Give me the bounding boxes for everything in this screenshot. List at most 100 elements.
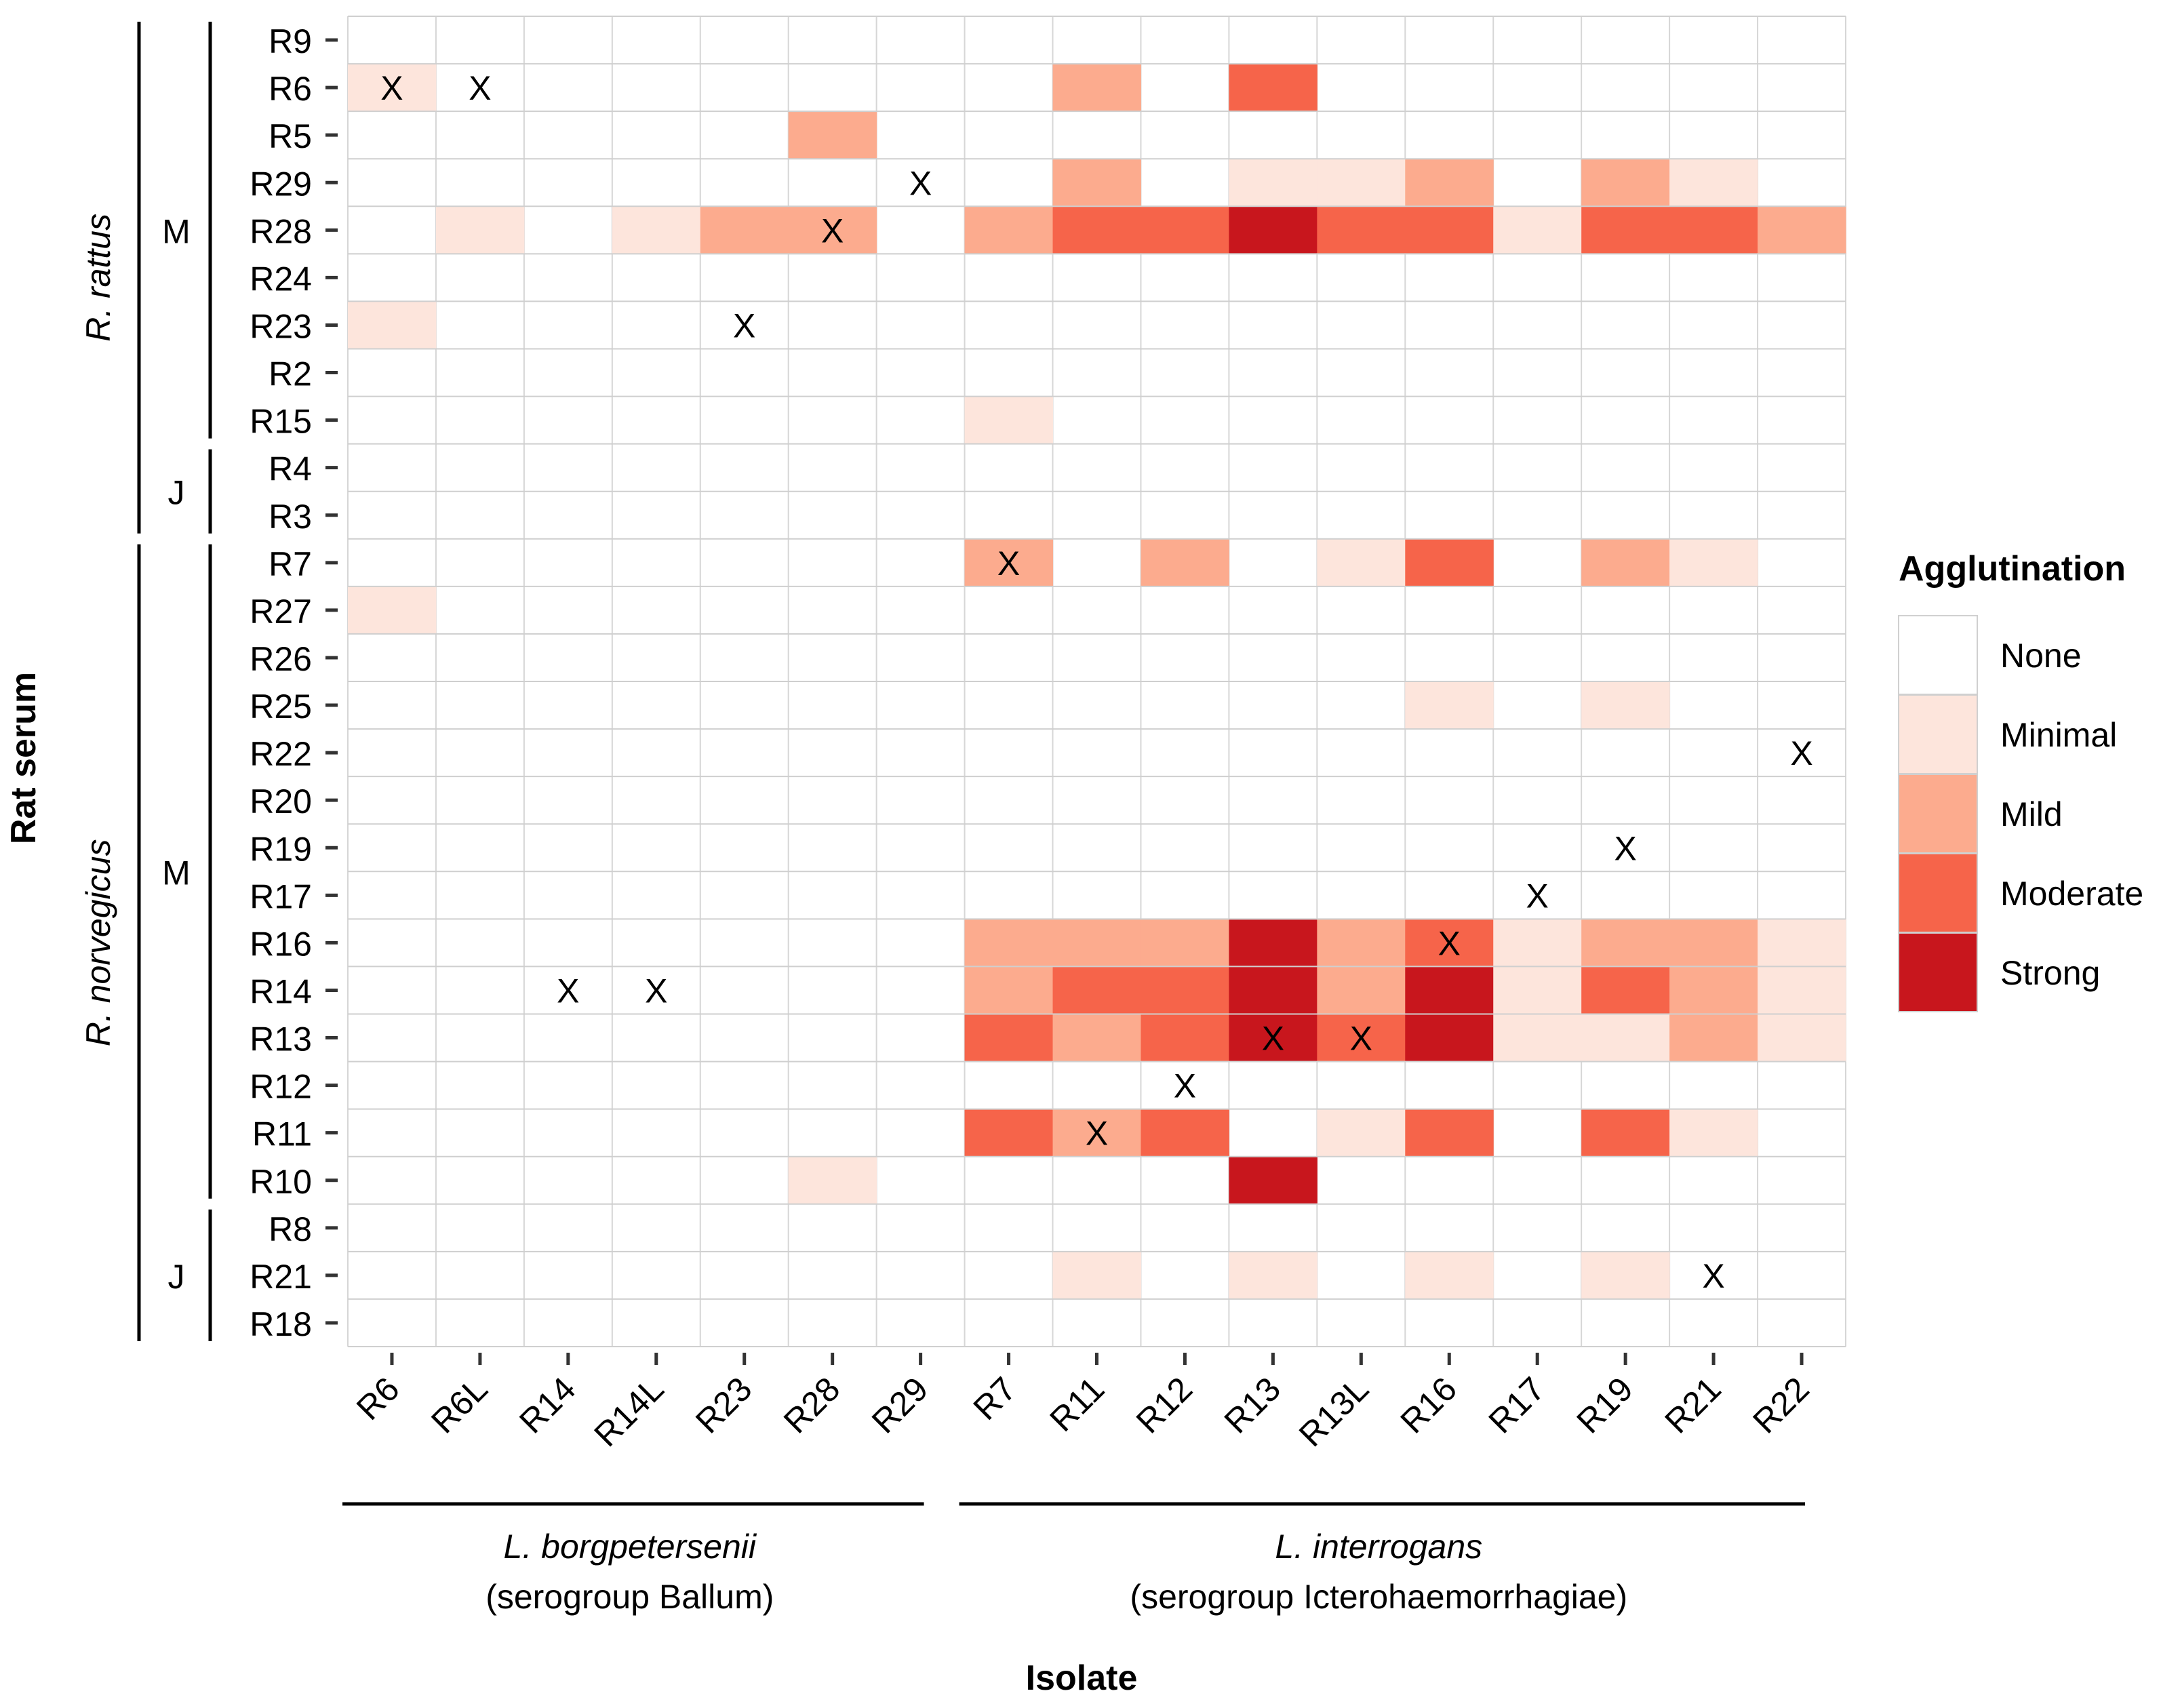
y-tick-label-R11: R11 (252, 1115, 312, 1153)
heatmap-cell-R29-R11 (1052, 159, 1141, 207)
heatmap-cell-R6-R13 (1229, 64, 1317, 112)
heatmap-cell-R28-R28 (788, 206, 877, 254)
marker-x-R6-R6: X (380, 69, 403, 107)
legend-label-minimal: Minimal (2000, 716, 2117, 754)
heatmap-cell-R13-R19 (1581, 1014, 1670, 1062)
heatmap-cell-R14-R19 (1581, 966, 1670, 1014)
heatmap-cell-R28-R19 (1581, 206, 1670, 254)
heatmap-cell-R11-R21 (1669, 1109, 1758, 1157)
y-tick-label-R25: R25 (250, 688, 312, 726)
heatmap-cell-R16-R17 (1493, 919, 1582, 967)
y-tick-label-R22: R22 (250, 735, 312, 773)
heatmap-cell-R11-R7 (964, 1109, 1054, 1157)
marker-x-R29-R29: X (909, 164, 932, 202)
marker-x-R19-R19: X (1614, 829, 1636, 867)
heatmap-cell-R13-R11 (1052, 1014, 1141, 1062)
x-tick-label-R12: R12 (1129, 1370, 1200, 1440)
heatmap-cell-R14-R12 (1141, 966, 1229, 1014)
heatmap-cell-R14-R13 (1229, 966, 1317, 1014)
legend-swatch-moderate (1898, 853, 1978, 933)
y-tick-label-R3: R3 (269, 498, 312, 536)
heatmap-cell-R16-R22 (1758, 919, 1846, 967)
heatmap-cell-R11-R11 (1052, 1109, 1141, 1157)
x-markers-layer: X X X X X X X X X X X X X X X X X (380, 69, 1812, 1295)
heatmap-cell-R28-R7 (964, 206, 1054, 254)
heatmap-cell-R13-R13L (1317, 1014, 1406, 1062)
marker-x-R14-R14L: X (645, 972, 667, 1010)
x-tick-label-R22: R22 (1745, 1370, 1816, 1440)
heatmap-cell-R14-R11 (1052, 966, 1141, 1014)
heatmap-cell-R25-R19 (1581, 681, 1670, 730)
marker-x-R17-R17: X (1526, 877, 1549, 915)
legend-swatch-strong (1898, 932, 1978, 1012)
y-tick-label-R21: R21 (250, 1258, 312, 1296)
heatmap-cell-R28-R11 (1052, 206, 1141, 254)
y-tick-label-R6: R6 (269, 70, 312, 108)
isolate-group-serogroup-1: (serogroup Icterohaemorrhagiae) (1130, 1578, 1627, 1616)
cells-layer (348, 64, 1846, 1300)
y-tick-label-R24: R24 (250, 260, 312, 298)
age-label-0-0: M (162, 212, 191, 250)
heatmap-cell-R6-R6 (348, 64, 437, 112)
heatmap-cell-R28-R17 (1493, 206, 1582, 254)
heatmap-cell-R11-R19 (1581, 1109, 1670, 1157)
heatmap-cell-R14-R13L (1317, 966, 1406, 1014)
y-tick-label-R26: R26 (250, 640, 312, 678)
heatmap-cell-R21-R16 (1405, 1251, 1494, 1300)
x-tick-label-R29: R29 (865, 1370, 935, 1440)
marker-x-R22-R22: X (1790, 734, 1812, 772)
heatmap-cell-R28-R21 (1669, 206, 1758, 254)
y-groups-layer: R. rattus M J R. norvegicus M J (79, 22, 212, 1341)
heatmap-cell-R11-R16 (1405, 1109, 1494, 1157)
legend-label-none: None (2000, 637, 2082, 675)
marker-x-R12-R12: X (1174, 1067, 1196, 1105)
y-tick-label-R29: R29 (250, 165, 312, 203)
x-tick-label-R14: R14 (512, 1370, 582, 1440)
heatmap-cell-R6-R11 (1052, 64, 1141, 112)
x-tick-label-R14L: R14L (587, 1370, 671, 1454)
heatmap-cell-R10-R13 (1229, 1156, 1317, 1205)
y-tick-label-R7: R7 (269, 545, 312, 583)
isolate-group-species-1: L. interrogans (1275, 1528, 1482, 1566)
x-tick-label-R17: R17 (1482, 1370, 1552, 1440)
y-tick-label-R19: R19 (250, 830, 312, 868)
y-tick-label-R5: R5 (269, 117, 312, 155)
y-tick-label-R8: R8 (269, 1210, 312, 1248)
y-tick-label-R13: R13 (250, 1020, 312, 1058)
legend-label-moderate: Moderate (2000, 875, 2143, 913)
marker-x-R7-R7: X (997, 544, 1020, 582)
heatmap-cell-R13-R16 (1405, 1014, 1494, 1062)
heatmap-cell-R11-R13L (1317, 1109, 1406, 1157)
heatmap-cell-R7-R13L (1317, 538, 1406, 587)
marker-x-R11-R11: X (1086, 1115, 1108, 1153)
heatmap-cell-R16-R16 (1405, 919, 1494, 967)
x-axis-title: Isolate (1026, 1659, 1138, 1698)
heatmap-cell-R29-R13L (1317, 159, 1406, 207)
heatmap-cell-R21-R19 (1581, 1251, 1670, 1300)
species-label-0: R. rattus (79, 214, 117, 342)
y-tick-label-R14: R14 (250, 972, 312, 1010)
x-tick-label-R13L: R13L (1292, 1370, 1376, 1454)
heatmap-cell-R7-R7 (964, 538, 1054, 587)
y-tick-label-R20: R20 (250, 782, 312, 820)
y-tick-label-R2: R2 (269, 355, 312, 393)
legend-swatch-mild (1898, 774, 1978, 854)
heatmap-cell-R14-R22 (1758, 966, 1846, 1014)
y-tick-label-R10: R10 (250, 1163, 312, 1201)
heatmap-cell-R21-R13 (1229, 1251, 1317, 1300)
heatmap-cell-R14-R21 (1669, 966, 1758, 1014)
y-tick-label-R9: R9 (269, 22, 312, 60)
heatmap-cell-R5-R28 (788, 111, 877, 159)
heatmap-cell-R10-R28 (788, 1156, 877, 1205)
heatmap-cell-R14-R17 (1493, 966, 1582, 1014)
x-axis-layer: R6 R6L R14 R14L R23 R28 R29 R7 R11 R12 R13 R13L R16 R… (349, 1353, 1817, 1454)
y-tick-label-R16: R16 (250, 925, 312, 963)
marker-x-R13-R13L: X (1350, 1020, 1372, 1058)
heatmap-cell-R25-R16 (1405, 681, 1494, 730)
marker-x-R23-R23: X (733, 306, 755, 344)
heatmap-cell-R13-R21 (1669, 1014, 1758, 1062)
x-tick-label-R28: R28 (776, 1370, 847, 1440)
species-label-1: R. norvegicus (79, 839, 117, 1047)
